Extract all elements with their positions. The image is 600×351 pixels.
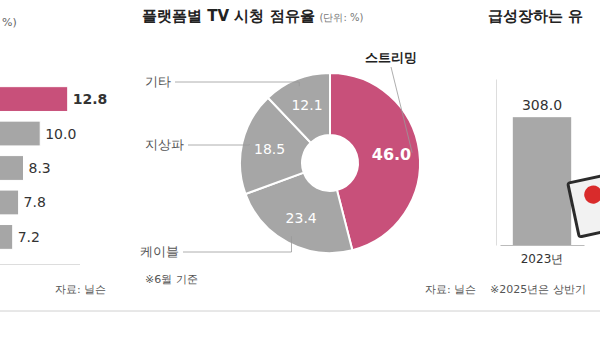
- chart-pie: 플랫폼별 TV 시청 점유율 (단위: %) 46.0 23.4 18.5 12.1 스트리…: [140, 7, 476, 296]
- x-axis: 2023년: [501, 246, 585, 266]
- chart-title: %): [2, 16, 17, 29]
- y-axis: [496, 80, 497, 246]
- bar: [513, 117, 571, 245]
- data-label: 12.1: [291, 97, 322, 113]
- x-axis: [0, 264, 80, 265]
- data-label: 7.8: [24, 194, 46, 210]
- tick-label: 2023년: [521, 252, 564, 266]
- leader-line: [175, 82, 299, 86]
- bar: [0, 225, 13, 250]
- data-label: 12.8: [73, 91, 108, 107]
- data-label: 10.0: [45, 126, 76, 142]
- bar: [0, 121, 40, 146]
- category-label: 지상파: [145, 137, 184, 152]
- source: 자료: 닐슨: [55, 283, 106, 296]
- note: ※6월 기준: [145, 273, 198, 286]
- tick: 2023년: [521, 252, 564, 266]
- axis-line: [501, 245, 585, 246]
- plot-area: [513, 117, 571, 245]
- data-label: 308.0: [522, 97, 562, 113]
- bar: [0, 156, 24, 181]
- subtitle: (단위: %): [320, 12, 364, 23]
- tablet-logo: [583, 184, 600, 205]
- data-label: 7.2: [18, 229, 40, 245]
- tablet-screen: [570, 176, 600, 235]
- data-label: 46.0: [372, 145, 411, 164]
- data-label: 18.5: [254, 141, 285, 157]
- plot-area: [240, 73, 420, 253]
- plot-area: [0, 87, 68, 250]
- category-label: 스트리밍: [365, 50, 417, 65]
- separator: [0, 311, 600, 312]
- axis-line: [496, 80, 497, 246]
- category-label: 기타: [145, 74, 171, 89]
- bar: [0, 190, 19, 215]
- axis-line: [0, 264, 80, 265]
- category-label: 케이블: [140, 244, 179, 259]
- leader-line: [183, 236, 291, 252]
- tablet-icon: [566, 173, 600, 239]
- source: 자료: 닐슨: [425, 283, 476, 296]
- chart-title: 급성장하는 유: [488, 7, 583, 25]
- bar: [0, 87, 68, 112]
- data-label: 23.4: [286, 210, 317, 226]
- note: ※2025년은 상반기: [490, 283, 586, 296]
- leader-line: [391, 67, 412, 153]
- data-label: 8.3: [29, 160, 51, 176]
- chart-hbar: %) 12.8 10.0 8.3 7.8 7.2 자료: 닐슨: [0, 16, 107, 296]
- leader-line: [188, 144, 249, 146]
- chart-title: 플랫폼별 TV 시청 점유율: [142, 7, 315, 25]
- canvas: %) 12.8 10.0 8.3 7.8 7.2 자료: 닐슨 플랫폼별 TV 시청 점유율 (…: [0, 0, 600, 351]
- tablet-body: [566, 173, 600, 239]
- chart-vbar: 급성장하는 유 308.0 2023년 ※2025년은 상반기: [488, 7, 600, 296]
